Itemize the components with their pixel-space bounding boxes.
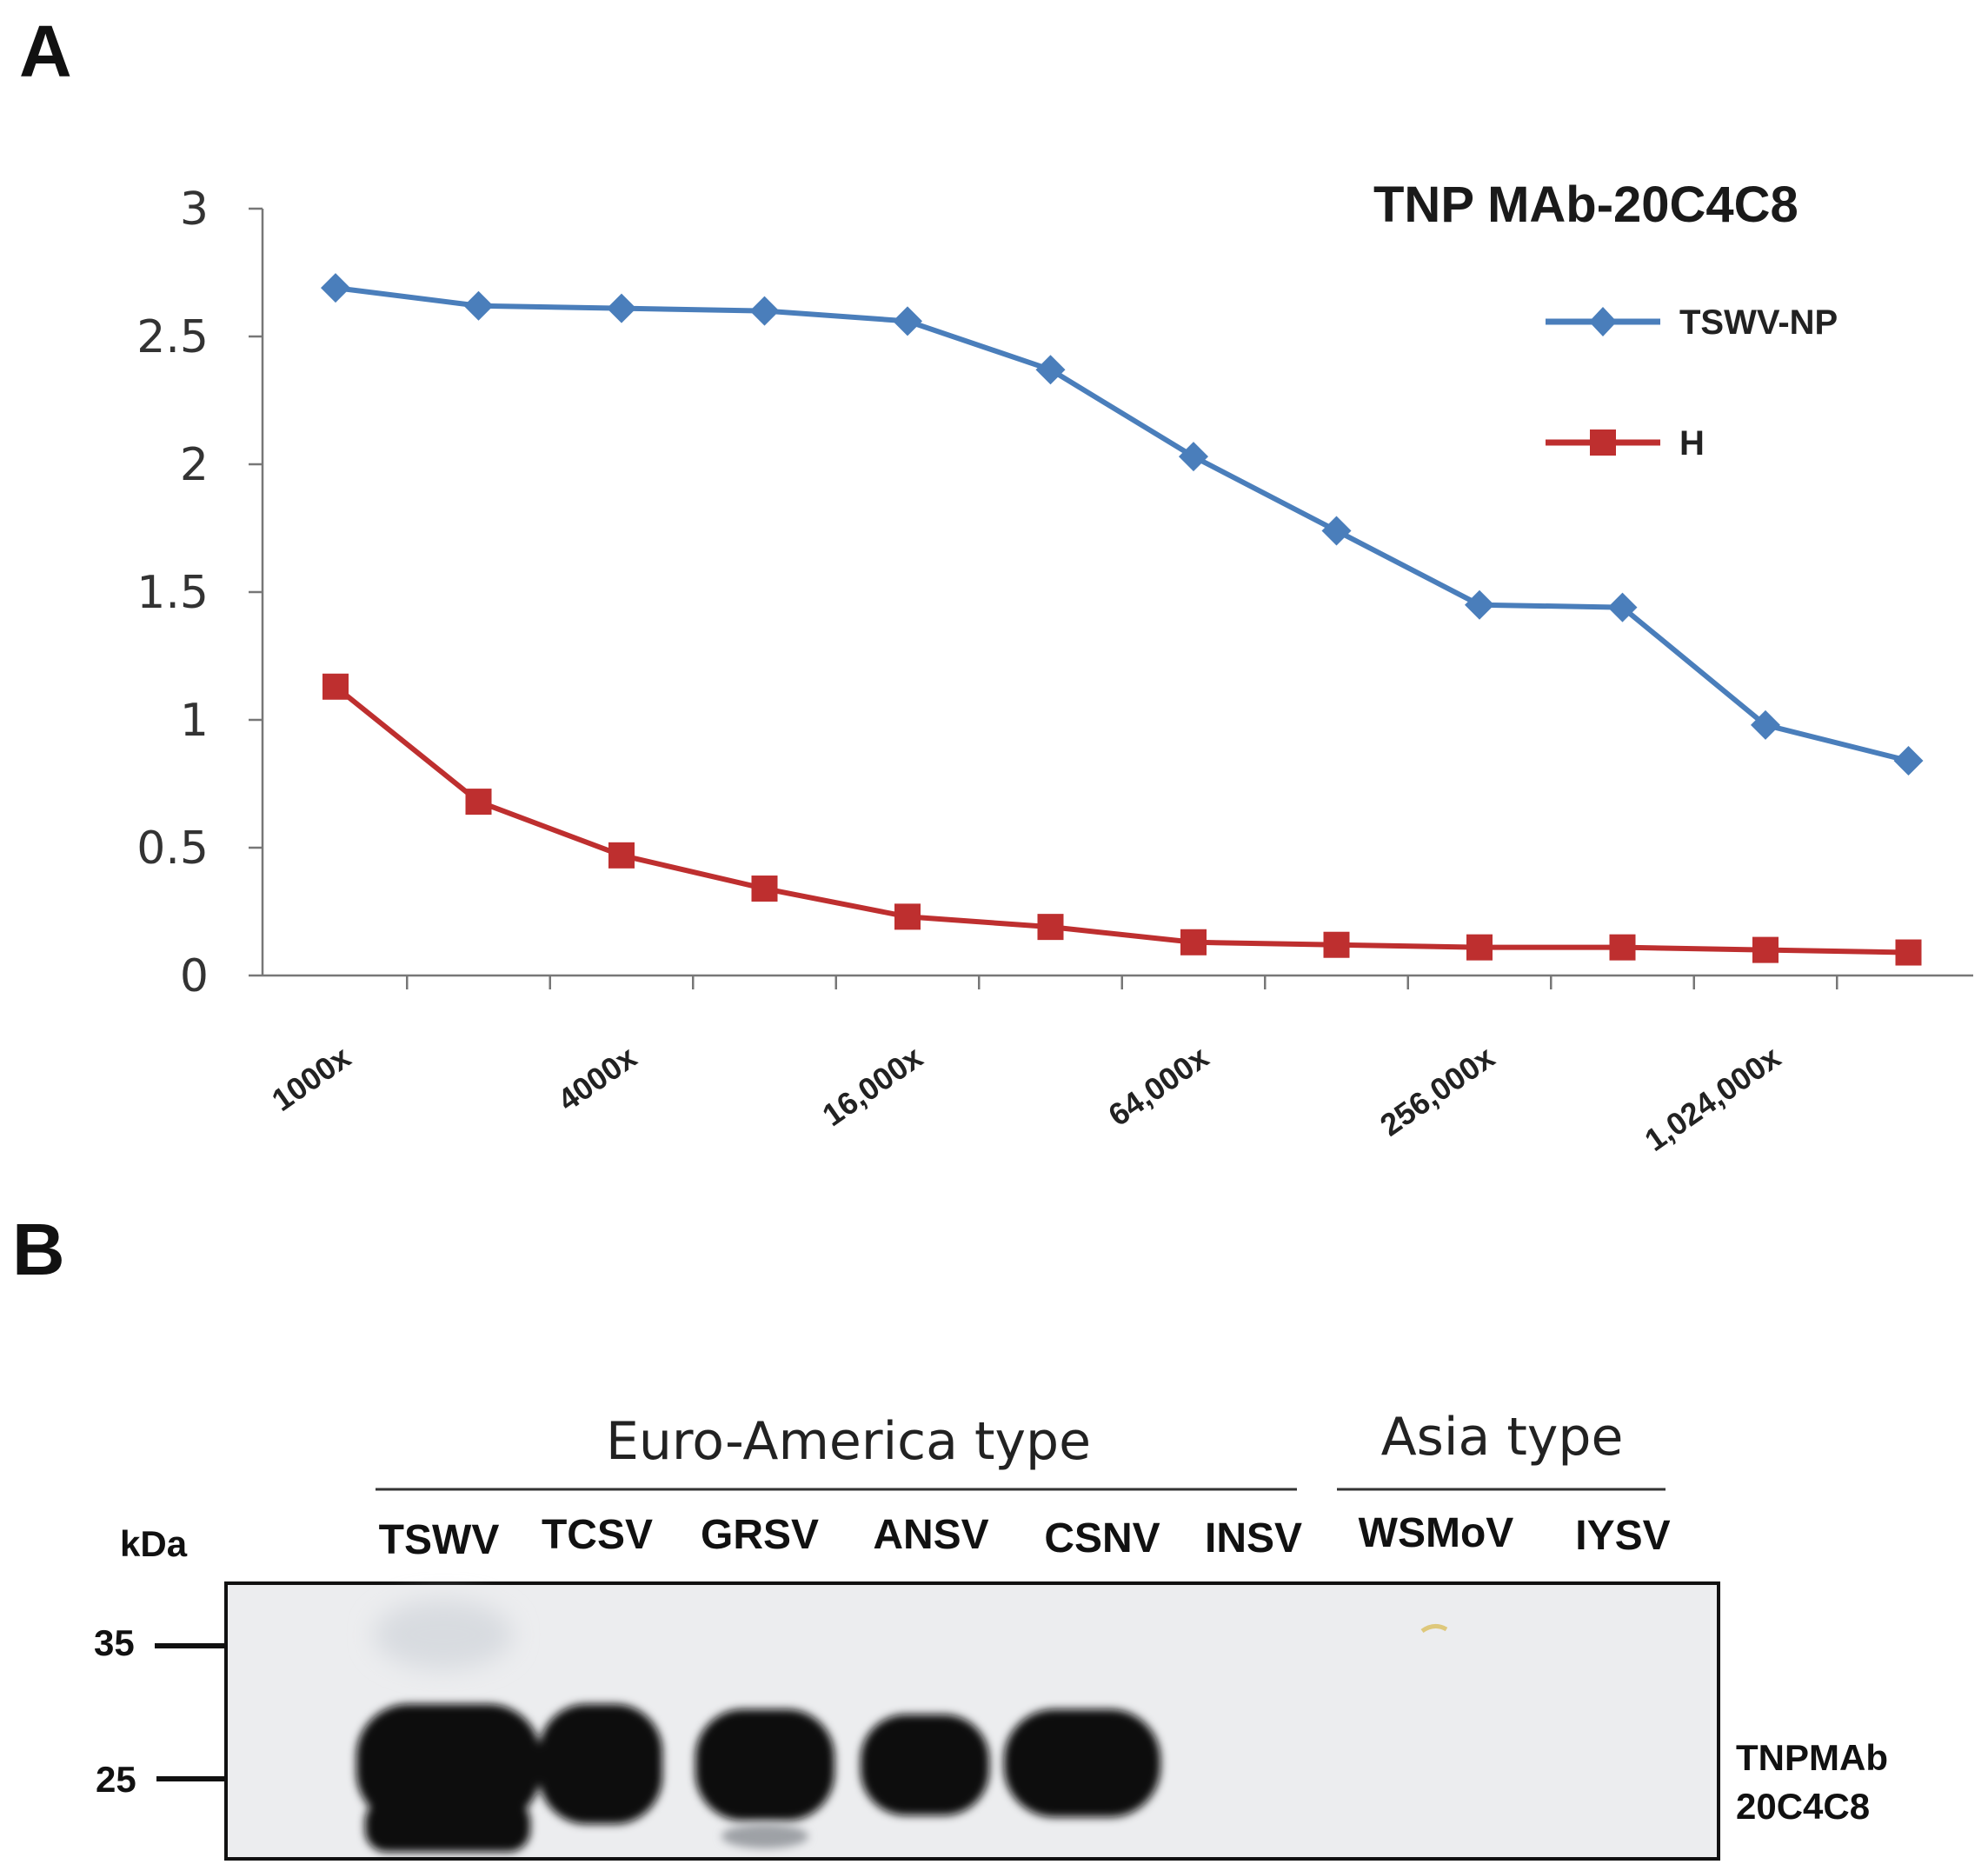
molecular-weight-markers: 35 25	[94, 1622, 228, 1800]
y-tick-label: 2	[180, 439, 209, 491]
data-point-tswv-np	[1179, 442, 1208, 472]
data-point-h	[751, 876, 778, 902]
lane-label-wsmov: WSMoV	[1359, 1510, 1514, 1556]
data-point-tswv-np	[1035, 355, 1066, 385]
lane-label-csnv: CSNV	[1044, 1515, 1160, 1561]
lane-label-ansv: ANSV	[873, 1512, 988, 1558]
band-csnv	[1004, 1709, 1160, 1817]
x-tick-label: 1000x	[265, 1039, 357, 1118]
band-tcsv	[539, 1704, 662, 1824]
data-point-h	[1466, 934, 1493, 961]
series	[321, 273, 1924, 966]
panel-label-a: A	[19, 10, 72, 92]
kda-label: kDa	[120, 1523, 188, 1564]
y-tick-label: 1.5	[136, 567, 209, 619]
membrane-artifact	[1420, 1624, 1448, 1634]
y-tick-label: 0.5	[136, 822, 209, 875]
data-point-tswv-np	[321, 273, 350, 303]
data-point-h	[322, 673, 349, 700]
x-ticks: 1000x 4000x 16,000x 64,000x 256,000x 1,024,00…	[265, 975, 1838, 1158]
marker-label-35: 35	[94, 1622, 135, 1663]
data-point-h	[1752, 936, 1779, 963]
lane-label-insv: INSV	[1205, 1515, 1302, 1561]
data-point-tswv-np	[1465, 589, 1494, 620]
lane-label-iysv: IYSV	[1575, 1513, 1670, 1559]
panel-label-b: B	[12, 1208, 65, 1290]
band-tswv-lower	[365, 1800, 530, 1852]
tswv-smear	[374, 1600, 513, 1669]
chart-legend: TSWV-NP H	[1546, 303, 1838, 463]
data-point-tswv-np	[749, 296, 780, 326]
y-tick-label: 1	[180, 695, 209, 747]
band-label-line2: 20C4C8	[1736, 1786, 1870, 1827]
band-label-line1: TNPMAb	[1736, 1737, 1888, 1778]
data-point-tswv-np	[1607, 592, 1638, 623]
lane-label-tswv: TSWV	[379, 1517, 500, 1563]
data-point-tswv-np	[1893, 746, 1924, 776]
legend-marker-tswv-np	[1589, 307, 1617, 336]
series-line-tswv-np	[335, 285, 1910, 763]
data-point-h	[894, 903, 921, 930]
group-label-asia: Asia type	[1381, 1407, 1624, 1468]
band-ansv	[861, 1715, 989, 1815]
data-point-tswv-np	[1321, 516, 1352, 546]
data-point-h	[1609, 934, 1636, 961]
grsv-smear	[721, 1824, 808, 1848]
blot-header: Euro-America type Asia type TSWV TCSV GR…	[120, 1407, 1671, 1564]
data-point-h	[1323, 931, 1350, 958]
y-tick-label: 3	[180, 183, 209, 236]
bands	[356, 1704, 1160, 1852]
band-label: TNPMAb 20C4C8	[1736, 1737, 1888, 1827]
band-tswv	[356, 1704, 541, 1824]
x-tick-label: 4000x	[551, 1039, 643, 1118]
legend-marker-h	[1590, 429, 1616, 456]
lane-label-grsv: GRSV	[701, 1512, 819, 1558]
chart-title: TNP MAb-20C4C8	[1373, 176, 1799, 233]
legend-label-tswv-np: TSWV-NP	[1679, 303, 1838, 342]
data-point-tswv-np	[607, 293, 636, 323]
data-point-tswv-np	[463, 290, 494, 321]
series-line-h	[334, 684, 1909, 955]
marker-label-25: 25	[96, 1759, 136, 1800]
y-ticks: 0 0.5 1 1.5 2 2.5 3	[136, 183, 263, 1002]
x-tick-label: 64,000x	[1101, 1039, 1214, 1133]
data-point-tswv-np	[893, 306, 922, 336]
lane-label-tcsv: TCSV	[542, 1512, 653, 1558]
x-tick-label: 1,024,000x	[1638, 1039, 1786, 1158]
legend-item-h: H	[1546, 424, 1705, 463]
y-tick-label: 2.5	[136, 311, 209, 363]
line-chart: TNP MAb-20C4C8 00.511.522.53 1000x 4000x 1…	[136, 176, 1973, 1158]
data-point-h	[608, 842, 635, 869]
data-point-h	[1895, 939, 1922, 966]
x-tick-label: 16,000x	[815, 1039, 928, 1133]
y-tick-label: 0	[180, 950, 209, 1002]
data-point-h	[1180, 929, 1207, 955]
band-grsv	[695, 1709, 834, 1821]
data-point-h	[1037, 914, 1064, 941]
legend-label-h: H	[1679, 424, 1705, 463]
data-point-tswv-np	[1751, 709, 1780, 740]
western-blot	[224, 1581, 1720, 1861]
legend-item-tswv-np: TSWV-NP	[1546, 303, 1838, 342]
x-tick-label: 256,000x	[1373, 1039, 1501, 1143]
data-point-h	[465, 789, 492, 816]
group-label-euro-america: Euro-America type	[606, 1411, 1091, 1472]
